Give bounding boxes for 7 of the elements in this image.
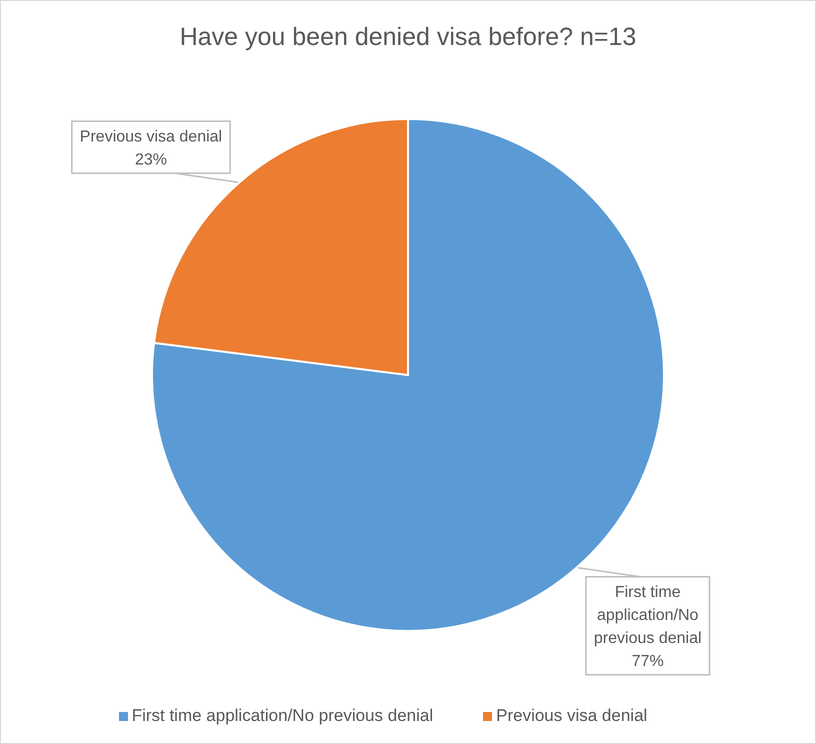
slice-label: First time application/No previous denial [594, 584, 702, 648]
data-label: 77% [632, 653, 664, 670]
legend-label: First time application/No previous denial [132, 706, 434, 725]
chart-title: Have you been denied visa before? n=13 [178, 22, 638, 52]
legend-label: Previous visa denial [496, 706, 648, 725]
slice-label: Previous visa denial [80, 128, 222, 146]
data-label: 23% [134, 151, 167, 168]
